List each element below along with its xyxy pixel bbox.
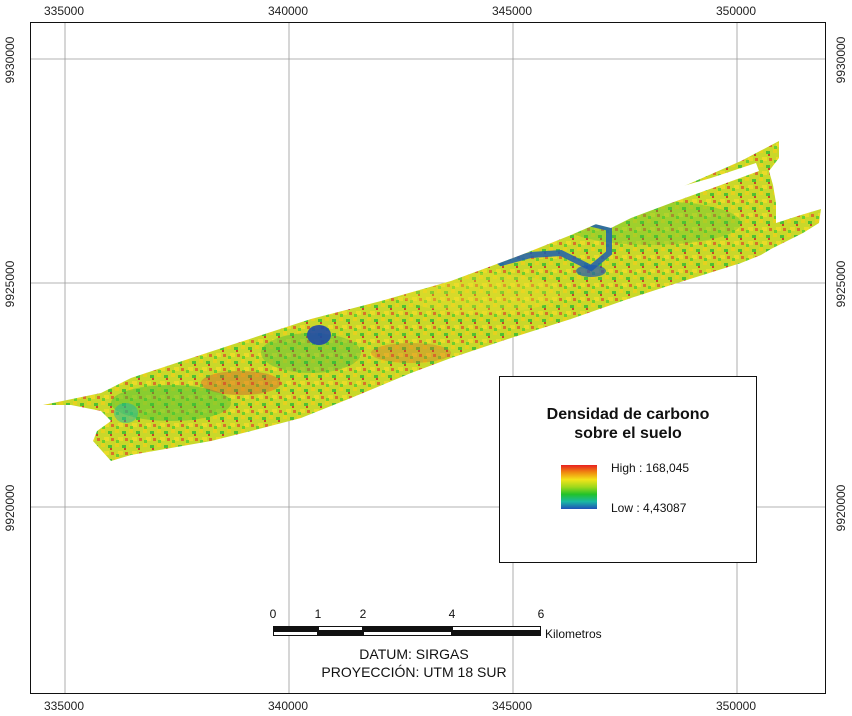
scale-label-6: 6	[537, 607, 545, 621]
legend-high-label: High : 168,045	[611, 461, 690, 475]
scale-seg-3	[363, 626, 452, 631]
legend-box: Densidad de carbono sobre el suelo High …	[499, 376, 757, 563]
y-tick-right-9930000: 9930000	[834, 36, 848, 84]
x-tick-top-340000: 340000	[267, 4, 309, 18]
scale-label-1: 1	[314, 607, 322, 621]
x-tick-bottom-335000: 335000	[43, 699, 85, 713]
scale-seg-4	[452, 626, 541, 631]
map-canvas	[31, 23, 825, 693]
scale-bar	[273, 626, 541, 638]
scale-unit-label: Kilometros	[545, 627, 602, 641]
scale-seg-6	[318, 631, 363, 636]
legend-low-label: Low : 4,43087	[611, 501, 687, 515]
y-tick-left-9920000: 9920000	[3, 484, 17, 532]
graticule	[31, 23, 825, 693]
datum-label: DATUM: SIRGAS	[359, 646, 469, 662]
scale-seg-2	[318, 626, 363, 631]
legend-color-ramp	[561, 465, 597, 509]
y-tick-right-9920000: 9920000	[834, 484, 848, 532]
legend-title: Densidad de carbono sobre el suelo	[500, 405, 756, 443]
x-tick-bottom-340000: 340000	[267, 699, 309, 713]
scale-label-2: 2	[359, 607, 367, 621]
x-tick-bottom-345000: 345000	[491, 699, 533, 713]
no-data-gap	[531, 163, 759, 233]
x-tick-top-350000: 350000	[715, 4, 757, 18]
scale-seg-5	[273, 631, 318, 636]
scale-seg-7	[363, 631, 452, 636]
legend-title-line2: sobre el suelo	[574, 425, 682, 442]
x-tick-top-345000: 345000	[491, 4, 533, 18]
scale-label-0: 0	[269, 607, 277, 621]
scale-seg-1	[273, 626, 318, 631]
scale-label-4: 4	[448, 607, 456, 621]
y-tick-left-9930000: 9930000	[3, 36, 17, 84]
map-frame	[30, 22, 826, 694]
x-tick-bottom-350000: 350000	[715, 699, 757, 713]
y-tick-left-9925000: 9925000	[3, 260, 17, 308]
legend-title-line1: Densidad de carbono	[546, 406, 710, 423]
x-tick-top-335000: 335000	[43, 4, 85, 18]
y-tick-right-9925000: 9925000	[834, 260, 848, 308]
scale-seg-8	[452, 631, 541, 636]
projection-label: PROYECCIÓN: UTM 18 SUR	[321, 664, 507, 680]
